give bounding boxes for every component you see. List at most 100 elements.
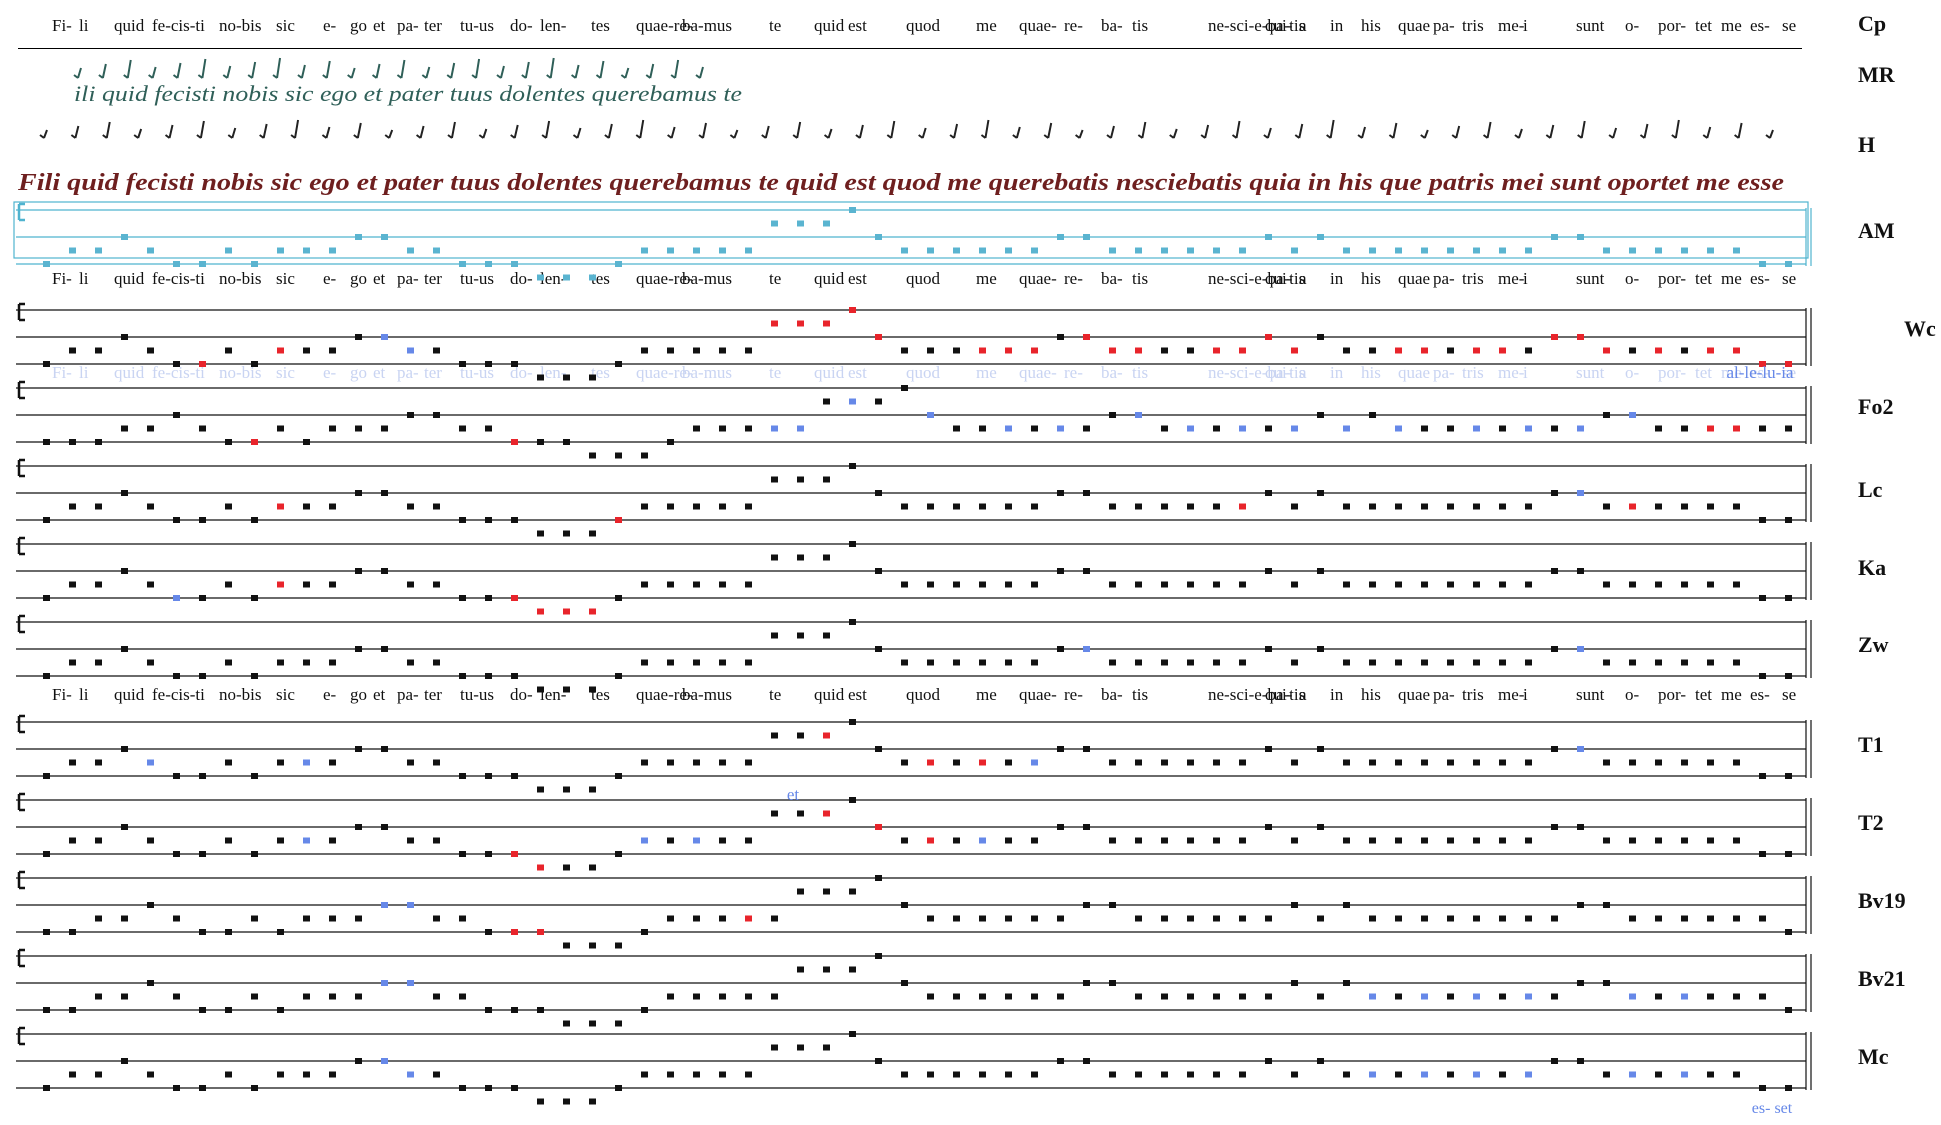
note-square: [1291, 759, 1298, 766]
note-square: [1057, 234, 1064, 240]
note-square: [433, 247, 440, 254]
note-square: [121, 490, 128, 496]
note-square: [1629, 759, 1636, 766]
note-square: [433, 915, 440, 922]
ka-staff: [16, 536, 1812, 615]
note-square: [251, 439, 258, 445]
note-square: [1291, 837, 1298, 844]
note-square: [953, 993, 960, 1000]
note-square: [1629, 247, 1636, 254]
note-square: [511, 1007, 518, 1013]
fo2-faded-syllable: fe-cis-ti: [152, 363, 205, 382]
note-square: [1031, 247, 1038, 254]
note-square: [979, 759, 986, 766]
note-square: [381, 824, 388, 830]
neume-mark: [347, 67, 356, 79]
note-square: [147, 759, 154, 766]
note-square: [1629, 659, 1636, 666]
note-square: [69, 837, 76, 844]
note-square: [1395, 247, 1402, 254]
note-square: [1109, 503, 1116, 510]
note-square: [1421, 581, 1428, 588]
neume-mark: [1639, 123, 1649, 139]
note-square: [1421, 1071, 1428, 1078]
neume-mark: [1043, 122, 1053, 139]
note-square: [69, 247, 76, 254]
note-square: [329, 759, 336, 766]
note-square: [1707, 915, 1714, 922]
row3-syllable: ba-: [1101, 685, 1123, 704]
note-square: [615, 517, 622, 523]
note-square: [1187, 915, 1194, 922]
note-square: [797, 320, 804, 327]
note-square: [1681, 247, 1688, 254]
note-square: [1213, 659, 1220, 666]
note-square: [927, 993, 934, 1000]
note-square: [771, 1044, 778, 1051]
note-square: [641, 837, 648, 844]
note-square: [173, 261, 180, 267]
note-square: [485, 595, 492, 601]
note-square: [1421, 837, 1428, 844]
note-square: [303, 837, 310, 844]
note-square: [1187, 247, 1194, 254]
note-square: [719, 659, 726, 666]
fo2-faded-syllable: in: [1330, 363, 1344, 382]
row2-syllable: pa-: [1433, 269, 1455, 288]
note-square: [589, 786, 596, 793]
note-square: [329, 915, 336, 922]
note-square: [43, 851, 50, 857]
note-square: [563, 864, 570, 871]
note-square: [1057, 334, 1064, 340]
note-square: [1395, 1071, 1402, 1078]
row3-syllable: do-: [510, 685, 533, 704]
cp-syllable: pa-: [397, 16, 419, 35]
note-square: [459, 673, 466, 679]
note-square: [277, 347, 284, 354]
note-square: [1655, 659, 1662, 666]
note-square: [615, 1020, 622, 1027]
note-square: [1369, 759, 1376, 766]
note-square: [1343, 503, 1350, 510]
note-square: [1759, 517, 1766, 523]
note-square: [459, 261, 466, 267]
neume-mark: [396, 59, 406, 79]
row2-syllable: li: [79, 269, 89, 288]
note-square: [147, 425, 154, 432]
neume-mark: [415, 125, 425, 139]
note-square: [719, 993, 726, 1000]
note-square: [1395, 993, 1402, 1000]
note-square: [901, 581, 908, 588]
row2-syllable: tes: [591, 269, 610, 288]
note-square: [225, 581, 232, 588]
note-square: [1239, 659, 1246, 666]
note-square: [875, 398, 882, 405]
note-square: [1603, 581, 1610, 588]
t1-staff: [16, 714, 1812, 793]
note-square: [121, 824, 128, 830]
note-square: [95, 347, 102, 354]
note-square: [1109, 1071, 1116, 1078]
note-square: [1343, 980, 1350, 986]
fo2-faded-syllable: se: [1782, 363, 1796, 382]
note-square: [1343, 837, 1350, 844]
neume-mark: [172, 62, 182, 79]
note-square: [745, 993, 752, 1000]
note-square: [1551, 490, 1558, 496]
neume-mark: [510, 124, 519, 139]
note-square: [95, 1071, 102, 1078]
note-square: [1265, 234, 1272, 240]
note-square: [225, 929, 232, 935]
note-square: [563, 530, 570, 537]
note-square: [225, 759, 232, 766]
mc-esset-label: es- set: [1752, 1100, 1793, 1117]
note-square: [1603, 1071, 1610, 1078]
note-square: [1759, 993, 1766, 1000]
row2-syllable: no-bis: [219, 269, 262, 288]
note-square: [1603, 347, 1610, 354]
note-square: [1291, 902, 1298, 908]
note-square: [1681, 837, 1688, 844]
note-square: [1551, 425, 1558, 432]
note-square: [1369, 659, 1376, 666]
note-square: [667, 439, 674, 445]
